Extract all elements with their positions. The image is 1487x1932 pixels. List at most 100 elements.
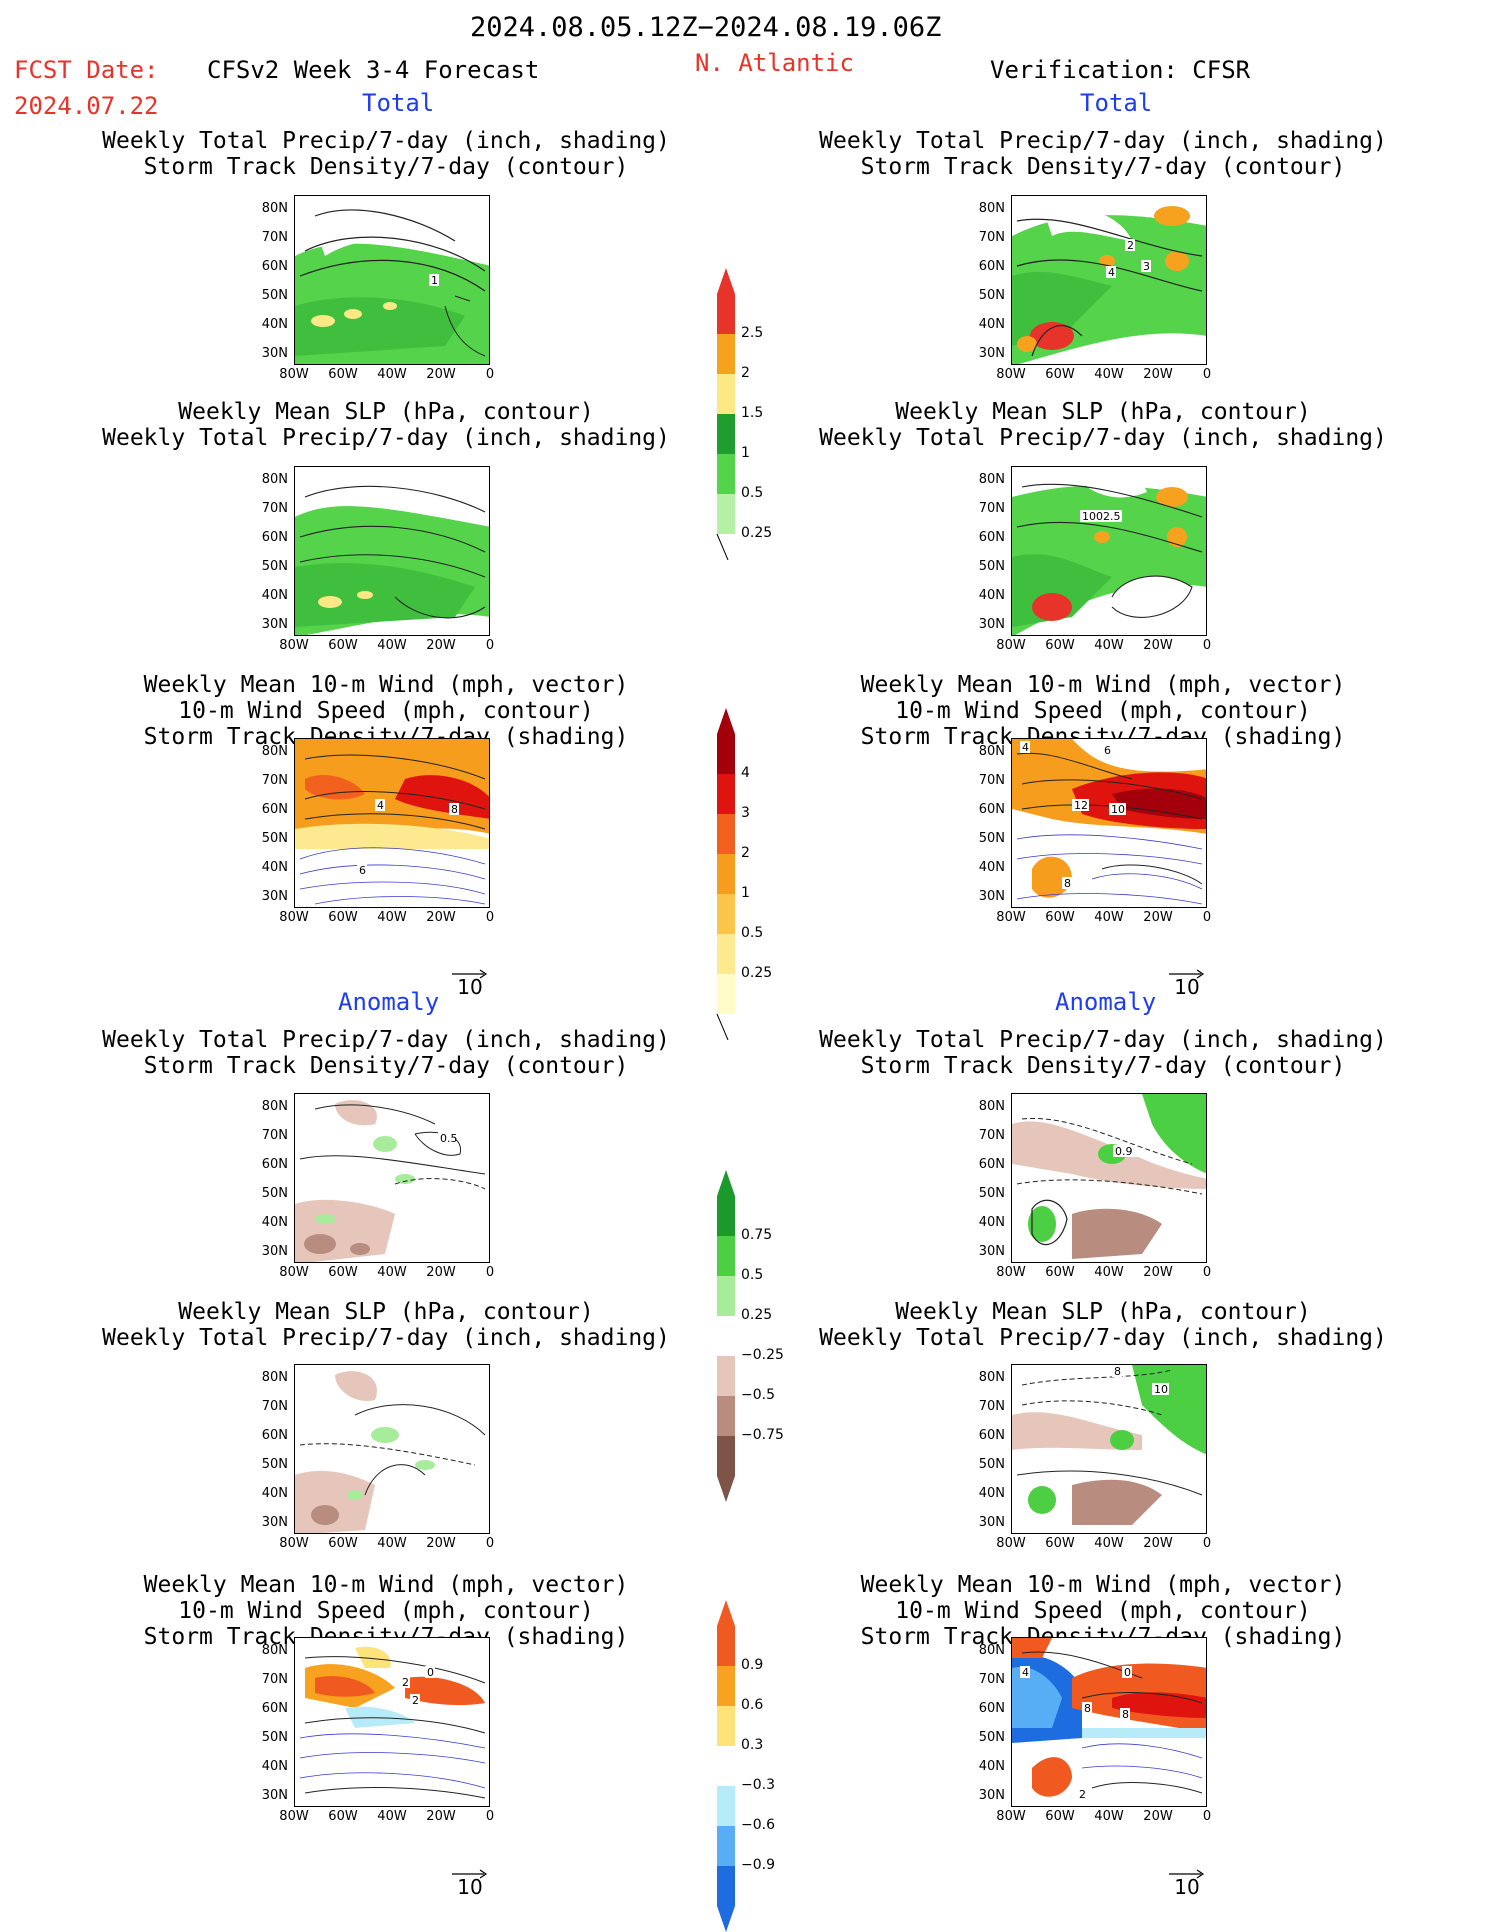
lat-tick-label: 30N	[261, 346, 288, 361]
colorbar-top-arrow	[717, 1170, 735, 1196]
lon-tick-label: 60W	[1045, 1809, 1075, 1824]
lon-tick-label: 40W	[1094, 638, 1124, 653]
contour-label: 2	[1127, 239, 1134, 252]
colorbar-tick-label: 1	[741, 885, 750, 901]
lat-tick-label: 50N	[978, 831, 1005, 846]
colorbar-swatch	[717, 1706, 735, 1746]
colorbar-tick-label: −0.3	[741, 1777, 775, 1793]
lon-tick-label: 40W	[1094, 1265, 1124, 1280]
lat-tick-label: 30N	[978, 346, 1005, 361]
lat-tick-label: 80N	[261, 201, 288, 216]
lat-tick-label: 30N	[978, 617, 1005, 632]
title-r3-right: Weekly Mean 10-m Wind (mph, vector) 10-m …	[860, 672, 1346, 750]
lat-tick-label: 80N	[978, 201, 1005, 216]
contour-label: 6	[359, 864, 366, 877]
lat-tick-label: 60N	[261, 802, 288, 817]
lon-tick-label: 80W	[279, 1809, 309, 1824]
anomaly-label-left: Anomaly	[338, 988, 440, 1016]
lat-tick-label: 70N	[978, 230, 1005, 245]
map-slp-precip-forecast	[294, 466, 490, 636]
lat-tick-label: 50N	[261, 1730, 288, 1745]
colorbar-storm-track-anomaly	[717, 1600, 735, 1932]
title-r1-right: Weekly Total Precip/7-day (inch, shading…	[819, 128, 1387, 180]
lon-tick-label: 20W	[1143, 638, 1173, 653]
lon-tick-label: 60W	[328, 1809, 358, 1824]
lat-tick-label: 60N	[978, 259, 1005, 274]
lon-tick-label: 80W	[996, 1809, 1026, 1824]
colorbar-swatch	[717, 1746, 735, 1786]
map-wind-storm-forecast: 4 8 6	[294, 738, 490, 908]
lat-tick-label: 30N	[978, 1788, 1005, 1803]
colorbar-tick-label: −0.25	[741, 1347, 784, 1363]
lat-tick-label: 50N	[978, 1186, 1005, 1201]
colorbar-swatch	[717, 1626, 735, 1666]
colorbar-swatch	[717, 1786, 735, 1826]
contour-label: 8	[1114, 1365, 1121, 1378]
lat-tick-label: 40N	[261, 1759, 288, 1774]
vector-ref-label: 10	[1174, 1875, 1200, 1899]
colorbar-swatch	[717, 1196, 735, 1236]
lon-tick-label: 60W	[1045, 1265, 1075, 1280]
lat-tick-label: 30N	[978, 1244, 1005, 1259]
lon-tick-label: 60W	[1045, 638, 1075, 653]
colorbar-swatch	[717, 1236, 735, 1276]
colorbar-tick-label: 3	[741, 805, 750, 821]
contour-label: 3	[1143, 260, 1150, 273]
lat-tick-label: 40N	[261, 1215, 288, 1230]
lon-tick-label: 40W	[377, 1536, 407, 1551]
lat-tick-label: 40N	[978, 1486, 1005, 1501]
map-total-precip-storm-verification: 2 3 4	[1011, 195, 1207, 365]
lon-tick-label: 60W	[328, 1536, 358, 1551]
lon-tick-label: 40W	[377, 1809, 407, 1824]
lon-tick-label: 0	[1202, 638, 1212, 653]
model-title: CFSv2 Week 3-4 Forecast	[207, 56, 540, 84]
contour-label: 0.5	[440, 1132, 458, 1145]
vector-ref-arrow	[450, 1865, 490, 1884]
title-r5-right: Weekly Mean SLP (hPa, contour) Weekly Tot…	[819, 1299, 1387, 1351]
colorbar-bottom-arrow	[716, 1013, 729, 1040]
lon-tick-label: 60W	[1045, 1536, 1075, 1551]
lat-tick-label: 60N	[261, 1157, 288, 1172]
lat-tick-label: 50N	[261, 1186, 288, 1201]
colorbar-swatch	[717, 334, 735, 374]
lat-tick-label: 40N	[261, 317, 288, 332]
lon-tick-label: 40W	[377, 638, 407, 653]
colorbar-tick-label: 0.5	[741, 485, 764, 501]
lat-tick-label: 60N	[978, 802, 1005, 817]
lat-tick-label: 50N	[261, 831, 288, 846]
colorbar-tick-label: 0.75	[741, 1227, 773, 1243]
colorbar-tick-label: −0.6	[741, 1817, 775, 1833]
contour-label: 8	[1064, 877, 1071, 890]
contour-label: 2	[412, 1694, 419, 1707]
lat-tick-label: 60N	[978, 530, 1005, 545]
lon-tick-label: 40W	[1094, 910, 1124, 925]
lon-tick-label: 40W	[377, 1265, 407, 1280]
colorbar-tick-label: 0.9	[741, 1657, 764, 1673]
map-wind-storm-verification: 4 6 12 10 8	[1011, 738, 1207, 908]
lat-tick-label: 70N	[978, 773, 1005, 788]
contour-label: 2	[1079, 1788, 1086, 1801]
colorbar-swatch	[717, 814, 735, 854]
colorbar-swatch	[717, 974, 735, 1014]
lat-tick-label: 70N	[261, 1672, 288, 1687]
lon-tick-label: 20W	[426, 1809, 456, 1824]
lon-tick-label: 0	[485, 367, 495, 382]
lat-tick-label: 60N	[978, 1701, 1005, 1716]
contour-label: 1	[431, 274, 438, 287]
lat-tick-label: 40N	[261, 860, 288, 875]
vector-ref-arrow	[1167, 965, 1207, 984]
lat-tick-label: 80N	[978, 1643, 1005, 1658]
colorbar-top-arrow	[717, 268, 735, 294]
colorbar-tick-label: 1.5	[741, 405, 764, 421]
lat-tick-label: 40N	[978, 860, 1005, 875]
colorbar-tick-label: 2.5	[741, 325, 764, 341]
colorbar-top-arrow	[717, 1600, 735, 1626]
lon-tick-label: 80W	[996, 910, 1026, 925]
colorbar-swatch	[717, 774, 735, 814]
colorbar-bottom-arrow	[717, 1476, 735, 1502]
contour-label: 10	[1154, 1383, 1168, 1396]
title-r6-left: Weekly Mean 10-m Wind (mph, vector) 10-m …	[143, 1572, 629, 1650]
lat-tick-label: 30N	[261, 1788, 288, 1803]
contour-label: 1002.5	[1082, 510, 1121, 523]
colorbar-swatch	[717, 454, 735, 494]
